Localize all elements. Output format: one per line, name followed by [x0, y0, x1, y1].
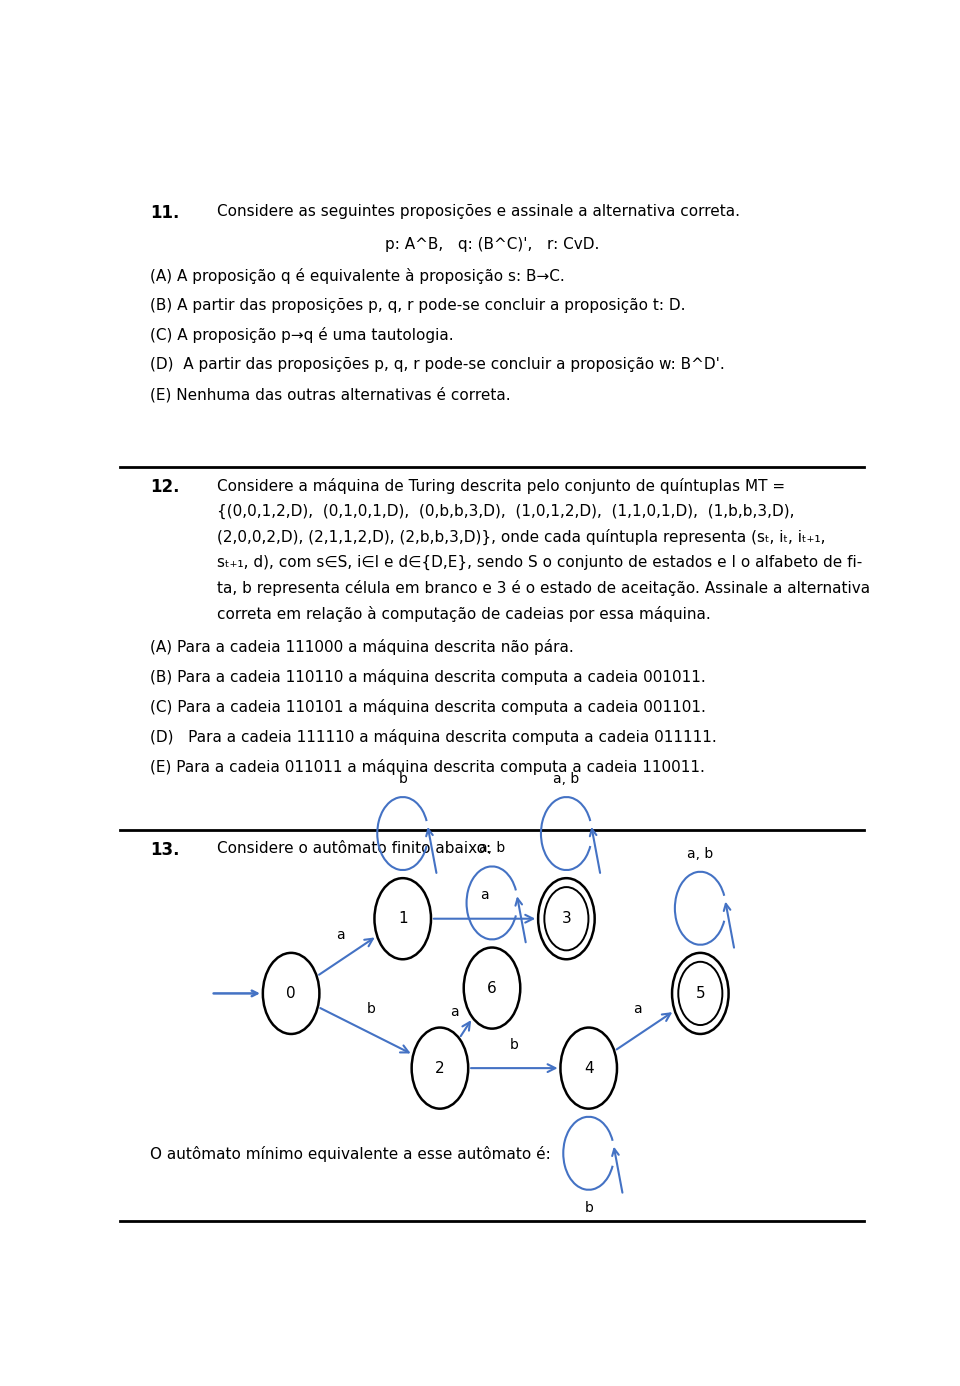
Text: (A) Para a cadeia 111000 a máquina descrita não pára.: (A) Para a cadeia 111000 a máquina descr…: [150, 639, 573, 656]
Text: (B) A partir das proposições p, q, r pode-se concluir a proposição t: D.: (B) A partir das proposições p, q, r pod…: [150, 298, 685, 313]
Text: (D)   Para a cadeia 111110 a máquina descrita computa a cadeia 011111.: (D) Para a cadeia 111110 a máquina descr…: [150, 729, 716, 744]
Text: a: a: [449, 1005, 458, 1019]
Text: (E) Nenhuma das outras alternativas é correta.: (E) Nenhuma das outras alternativas é co…: [150, 387, 511, 403]
Text: (C) A proposição p→q é uma tautologia.: (C) A proposição p→q é uma tautologia.: [150, 327, 453, 344]
Text: 1: 1: [397, 911, 408, 926]
Text: {(0,0,1,2,D),  (0,1,0,1,D),  (0,b,b,3,D),  (1,0,1,2,D),  (1,1,0,1,D),  (1,b,b,3,: {(0,0,1,2,D), (0,1,0,1,D), (0,b,b,3,D), …: [217, 503, 794, 518]
Text: a, b: a, b: [553, 772, 580, 786]
Text: (B) Para a cadeia 110110 a máquina descrita computa a cadeia 001011.: (B) Para a cadeia 110110 a máquina descr…: [150, 669, 706, 685]
Circle shape: [374, 879, 431, 959]
Circle shape: [464, 948, 520, 1028]
Text: 6: 6: [487, 980, 497, 995]
Circle shape: [539, 879, 594, 959]
Text: O autômato mínimo equivalente a esse autômato é:: O autômato mínimo equivalente a esse aut…: [150, 1146, 550, 1161]
Text: Considere a máquina de Turing descrita pelo conjunto de quíntuplas MT =: Considere a máquina de Turing descrita p…: [217, 478, 785, 493]
Text: Considere o autômato finito abaixo:: Considere o autômato finito abaixo:: [217, 841, 491, 855]
Text: sₜ₊₁, d), com s∈S, i∈I e d∈{D,E}, sendo S o conjunto de estados e I o alfabeto d: sₜ₊₁, d), com s∈S, i∈I e d∈{D,E}, sendo …: [217, 554, 862, 570]
Circle shape: [263, 952, 320, 1034]
Text: correta em relação à computação de cadeias por essa máquina.: correta em relação à computação de cadei…: [217, 606, 710, 622]
Text: 4: 4: [584, 1060, 593, 1076]
Text: ta, b representa célula em branco e 3 é o estado de aceitação. Assinale a altern: ta, b representa célula em branco e 3 é …: [217, 581, 870, 596]
Text: b: b: [367, 1002, 375, 1016]
Text: 11.: 11.: [150, 204, 180, 222]
Text: (A) A proposição q é equivalente à proposição s: B→C.: (A) A proposição q é equivalente à propo…: [150, 267, 564, 284]
Text: (C) Para a cadeia 110101 a máquina descrita computa a cadeia 001101.: (C) Para a cadeia 110101 a máquina descr…: [150, 699, 706, 715]
Circle shape: [561, 1027, 617, 1109]
Text: a, b: a, b: [479, 841, 505, 855]
Text: 3: 3: [562, 911, 571, 926]
Text: b: b: [398, 772, 407, 786]
Circle shape: [544, 887, 588, 951]
Text: a: a: [480, 888, 489, 902]
Text: (E) Para a cadeia 011011 a máquina descrita computa a cadeia 110011.: (E) Para a cadeia 011011 a máquina descr…: [150, 758, 705, 775]
Text: 12.: 12.: [150, 478, 180, 496]
Text: a: a: [634, 1002, 642, 1016]
Text: b: b: [510, 1038, 518, 1052]
Text: Considere as seguintes proposições e assinale a alternativa correta.: Considere as seguintes proposições e ass…: [217, 204, 740, 219]
Text: (2,0,0,2,D), (2,1,1,2,D), (2,b,b,3,D)}, onde cada quíntupla representa (sₜ, iₜ, : (2,0,0,2,D), (2,1,1,2,D), (2,b,b,3,D)}, …: [217, 529, 826, 545]
Text: (D)  A partir das proposições p, q, r pode-se concluir a proposição w: B^D'.: (D) A partir das proposições p, q, r pod…: [150, 358, 725, 373]
Circle shape: [672, 952, 729, 1034]
Circle shape: [679, 962, 722, 1026]
Text: a, b: a, b: [687, 847, 713, 861]
Text: b: b: [585, 1202, 593, 1216]
Text: 0: 0: [286, 985, 296, 1001]
Circle shape: [412, 1027, 468, 1109]
Text: p: A^B,   q: (B^C)',   r: CvD.: p: A^B, q: (B^C)', r: CvD.: [385, 237, 599, 252]
Text: 5: 5: [695, 985, 706, 1001]
Text: 13.: 13.: [150, 841, 180, 859]
Text: 2: 2: [435, 1060, 444, 1076]
Text: a: a: [336, 927, 345, 941]
